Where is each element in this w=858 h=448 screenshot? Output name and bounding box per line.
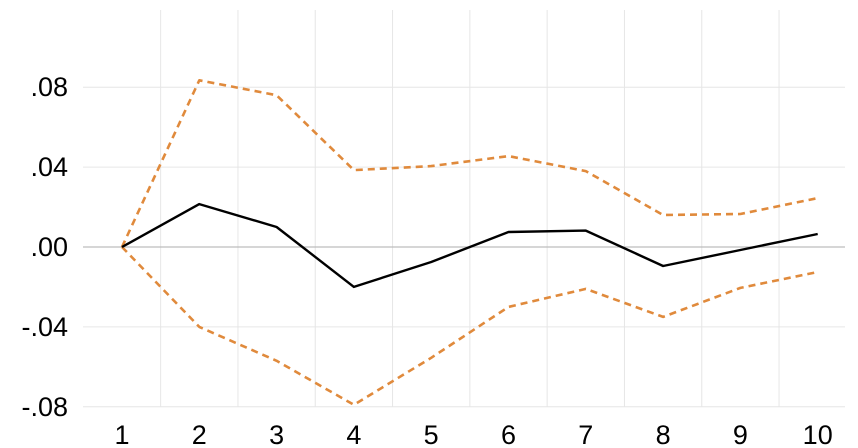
- x-tick-label: 2: [192, 420, 207, 448]
- x-tick-label: 9: [733, 420, 748, 448]
- series-line-response: [121, 202, 818, 289]
- series-layer: [120, 79, 818, 407]
- y-tick-label: -.08: [21, 392, 68, 422]
- y-tick-label: .00: [30, 232, 68, 262]
- x-tick-label: 3: [269, 420, 284, 448]
- x-tick-label: 8: [656, 420, 671, 448]
- x-tick-label: 5: [424, 420, 439, 448]
- x-tick-label: 7: [578, 420, 593, 448]
- series-line-lower-band: [121, 246, 818, 407]
- grid-layer: [83, 10, 845, 408]
- x-tick-label: 1: [114, 420, 129, 448]
- y-tick-label: .04: [30, 152, 68, 182]
- series-line-upper-band: [120, 79, 818, 248]
- x-axis: 1 2 3 4 5 6 7 8 9 10: [114, 420, 832, 448]
- x-tick-label: 4: [346, 420, 361, 448]
- x-tick-label: 6: [501, 420, 516, 448]
- y-tick-label: -.04: [21, 312, 68, 342]
- y-tick-label: .08: [30, 72, 68, 102]
- y-axis: -.08 -.04 .00 .04 .08: [21, 72, 68, 422]
- x-tick-label: 10: [803, 420, 833, 448]
